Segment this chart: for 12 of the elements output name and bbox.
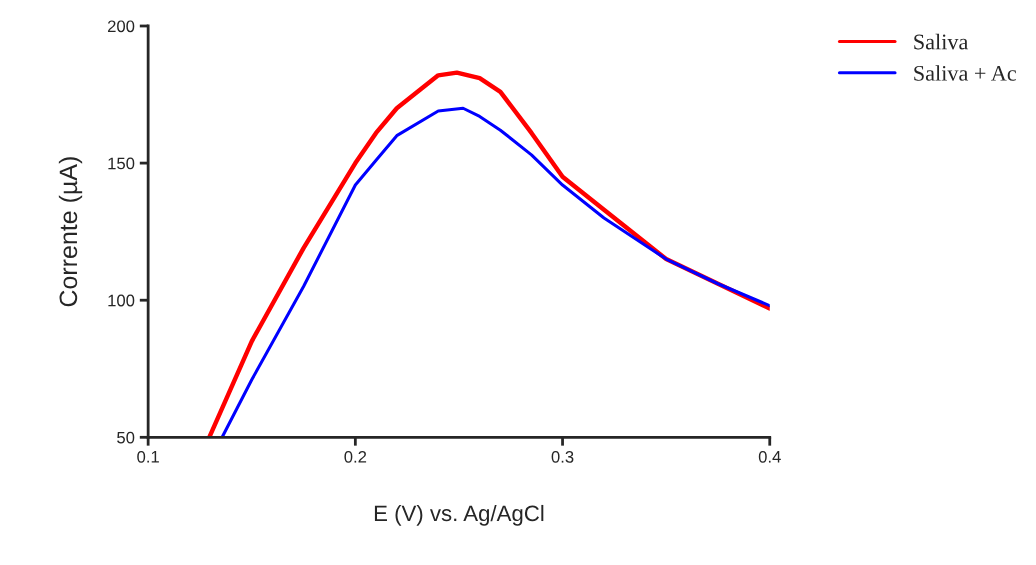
legend-label: Saliva — [914, 33, 969, 50]
x-tick-label: 0.2 — [344, 450, 367, 463]
x-tick-label: 0.4 — [758, 450, 781, 463]
x-axis-title: E (V) vs. Ag/AgCl — [374, 504, 544, 526]
x-tick-label: 0.1 — [137, 450, 159, 463]
y-tick-label: 50 — [117, 431, 135, 444]
y-tick-label: 100 — [108, 294, 135, 307]
y-tick-label: 150 — [108, 157, 135, 170]
y-axis-title: Corrente (µA) — [58, 157, 83, 307]
y-tick-label: 200 — [107, 20, 135, 33]
x-tick-label: 0.3 — [551, 450, 574, 463]
legend-label: Saliva + Ac — [914, 65, 1016, 81]
